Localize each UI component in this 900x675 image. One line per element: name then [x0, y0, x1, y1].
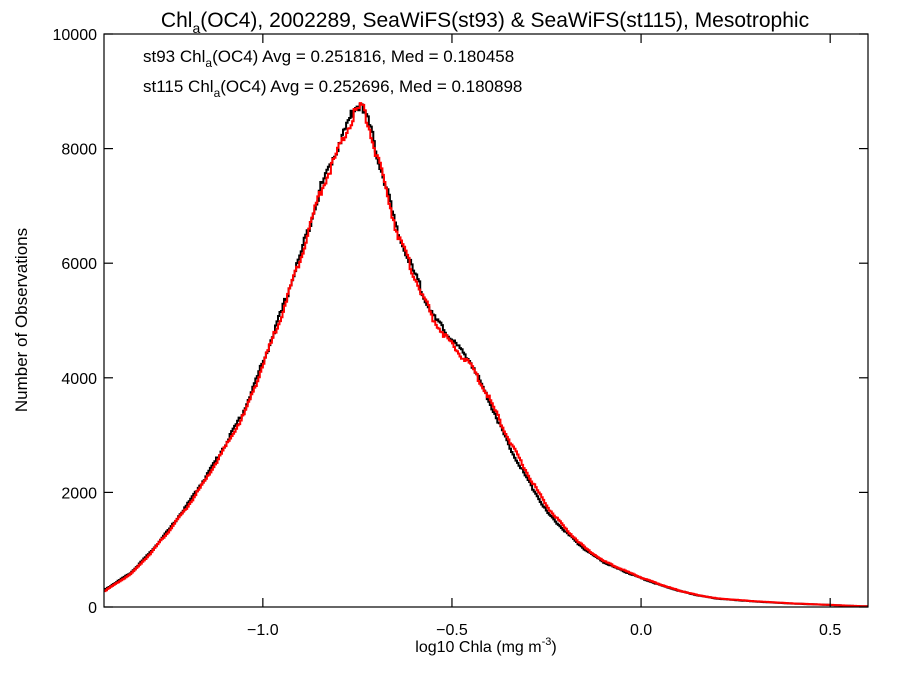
y-tick-label: 0	[88, 600, 97, 617]
x-tick-label: 0.5	[819, 622, 841, 639]
legend-entry-st93: st93 Chla(OC4) Avg = 0.251816, Med = 0.1…	[143, 47, 514, 70]
y-tick-label: 6000	[61, 256, 97, 273]
plot-frame	[103, 33, 869, 608]
legend-st93-pre: st93 Chl	[143, 47, 205, 66]
x-axis-label-post: )	[551, 639, 556, 656]
series-layer	[104, 102, 868, 608]
legend-entry-st115: st115 Chla(OC4) Avg = 0.252696, Med = 0.…	[143, 77, 522, 100]
x-axis-label-superscript: -3	[542, 636, 552, 648]
y-axis-label: Number of Observations	[12, 228, 31, 412]
x-tick-label: 0.0	[630, 622, 652, 639]
chart-title: Chla(OC4), 2002289, SeaWiFS(st93) & SeaW…	[161, 9, 809, 36]
x-axis-label: log10 Chla (mg m-3)	[415, 636, 556, 656]
chart-title-post: (OC4), 2002289, SeaWiFS(st93) & SeaWiFS(…	[200, 9, 809, 32]
chart-title-pre: Chl	[161, 9, 193, 32]
legend-st93-subscript: a	[205, 56, 212, 70]
legend-st115-pre: st115 Chl	[143, 77, 214, 96]
x-axis-label-pre: log10 Chla (mg m	[415, 639, 541, 656]
y-axis: 0 2000 4000 6000 8000 10000	[53, 27, 868, 617]
x-tick-label: −0.5	[436, 622, 468, 639]
series-line-0	[104, 103, 868, 608]
y-tick-label: 2000	[61, 485, 97, 502]
y-tick-label: 4000	[61, 371, 97, 388]
x-tick-label: −1.0	[247, 622, 279, 639]
y-tick-label: 8000	[61, 142, 97, 159]
legend: st93 Chla(OC4) Avg = 0.251816, Med = 0.1…	[143, 47, 522, 100]
legend-st115-post: (OC4) Avg = 0.252696, Med = 0.180898	[220, 77, 522, 96]
legend-st115-subscript: a	[214, 86, 221, 100]
chart-title-subscript: a	[192, 20, 200, 36]
series-line-1	[104, 102, 868, 608]
x-axis: −1.0 −0.5 0.0 0.5	[247, 34, 841, 639]
y-tick-label: 10000	[53, 27, 98, 44]
legend-st93-post: (OC4) Avg = 0.251816, Med = 0.180458	[212, 47, 514, 66]
